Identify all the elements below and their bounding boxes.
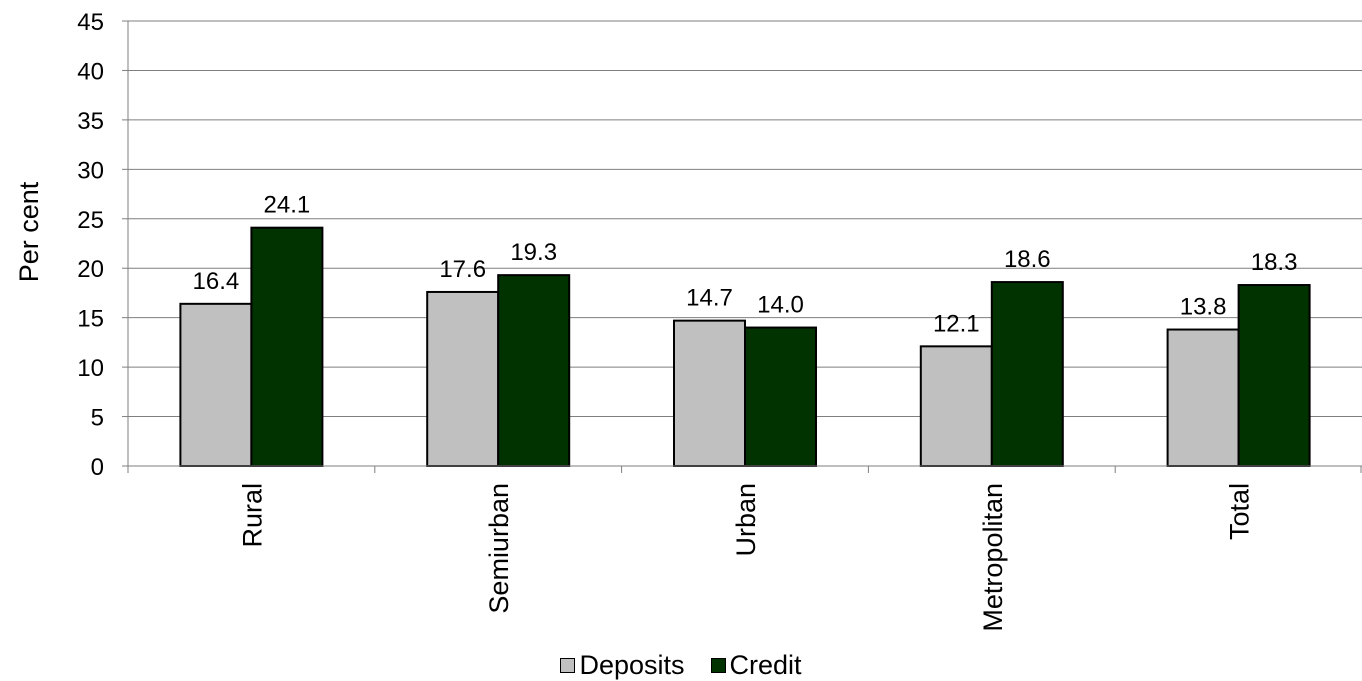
legend-item-credit: Credit — [710, 650, 802, 681]
data-label: 24.1 — [264, 192, 311, 219]
bars — [179, 226, 1311, 468]
data-label: 19.3 — [510, 239, 557, 266]
data-label: 12.1 — [933, 310, 980, 337]
bar-deposits-semiurban — [426, 290, 500, 468]
y-tick-label: 20 — [77, 256, 104, 283]
y-tick-label: 10 — [77, 355, 104, 382]
x-tick-label: Semiurban — [484, 483, 514, 614]
legend-item-deposits: Deposits — [560, 650, 685, 681]
bar-credit-rural — [250, 226, 324, 467]
gridlines — [128, 20, 1362, 418]
bar-credit-metropolitan — [990, 281, 1064, 468]
bar-credit-total — [1237, 284, 1311, 467]
x-tick-label: Urban — [731, 483, 761, 557]
x-tick-label: Metropolitan — [978, 483, 1008, 632]
x-axis: Rural Semiurban Urban Metropolitan Total — [127, 465, 1362, 632]
data-label: 17.6 — [439, 256, 486, 283]
data-label: 18.3 — [1251, 249, 1298, 276]
legend-swatch-credit — [710, 658, 726, 673]
legend-swatch-deposits — [560, 658, 576, 673]
y-tick-label: 5 — [91, 405, 104, 432]
data-label: 14.7 — [686, 285, 733, 312]
bar-deposits-total — [1166, 328, 1240, 467]
y-tick-label: 30 — [77, 157, 104, 184]
y-tick-label: 40 — [77, 58, 104, 85]
data-label: 16.4 — [193, 268, 240, 295]
y-tick-label: 25 — [77, 207, 104, 234]
bar-deposits-urban — [673, 319, 746, 467]
bar-deposits-metropolitan — [919, 345, 993, 468]
y-tick-label: 0 — [91, 454, 104, 481]
x-tick-label: Rural — [237, 483, 267, 548]
data-label: 18.6 — [1004, 246, 1051, 273]
data-label: 13.8 — [1180, 294, 1227, 321]
bar-deposits-rural — [179, 302, 253, 468]
y-tick-label: 45 — [77, 9, 104, 36]
bar-credit-urban — [744, 326, 817, 467]
legend-label-credit: Credit — [729, 650, 802, 680]
y-tick-label: 15 — [77, 306, 104, 333]
legend-label-deposits: Deposits — [579, 650, 685, 680]
y-axis-label: Per cent — [14, 181, 44, 282]
data-labels: 16.4 24.1 17.6 19.3 14.7 14.0 12.1 18.6 13.8 18.3 — [193, 192, 1298, 338]
y-tick-label: 35 — [77, 108, 104, 135]
data-label: 14.0 — [757, 292, 804, 319]
legend: Deposits Credit — [0, 650, 1362, 681]
x-tick-label: Total — [1225, 483, 1255, 540]
bar-credit-semiurban — [497, 274, 571, 467]
y-axis: 0 5 10 15 20 25 30 35 40 45 — [77, 9, 129, 481]
